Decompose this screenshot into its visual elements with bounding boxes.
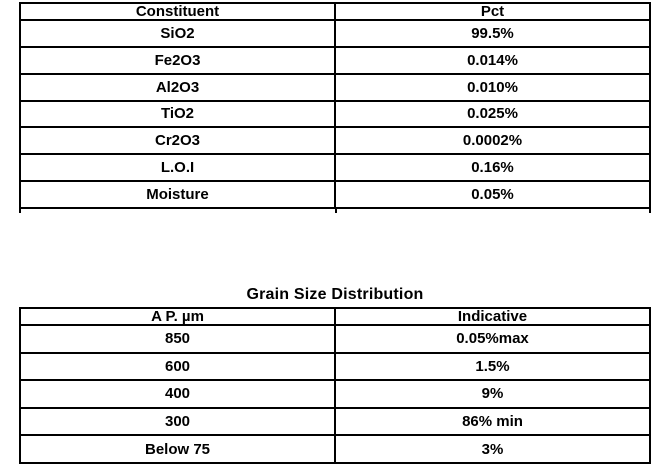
grain-size-table: A P. µm Indicative 850 0.05%max 600 1.5%…	[19, 307, 651, 464]
cropped-row-border-stub	[335, 208, 337, 213]
pct-cell: 0.010%	[334, 72, 651, 102]
pct-cell: 0.0002%	[334, 126, 651, 156]
constituent-cell: L.O.I	[19, 153, 336, 183]
pct-cell: 0.025%	[334, 99, 651, 129]
particle-size-cell: 600	[19, 351, 336, 382]
table-row: 600 1.5%	[19, 351, 651, 382]
constituent-cell: Cr2O3	[19, 126, 336, 156]
grain-header-indicative: Indicative	[334, 307, 651, 326]
grain-header-particle-size: A P. µm	[19, 307, 336, 326]
cropped-row-border-stub	[649, 208, 651, 213]
table-row: TiO2 0.025%	[19, 99, 651, 129]
table-row: 400 9%	[19, 379, 651, 409]
indicative-cell: 86% min	[334, 406, 651, 437]
constituent-cell: Moisture	[19, 180, 336, 209]
constituent-cell: Fe2O3	[19, 45, 336, 75]
composition-header-pct: Pct	[334, 2, 651, 21]
indicative-cell: 0.05%max	[334, 324, 651, 354]
grain-size-table-title: Grain Size Distribution	[246, 286, 424, 303]
pct-cell: 0.05%	[334, 180, 651, 209]
table-row: L.O.I 0.16%	[19, 153, 651, 183]
composition-header-constituent: Constituent	[19, 2, 336, 21]
particle-size-cell: 850	[19, 324, 336, 354]
constituent-cell: TiO2	[19, 99, 336, 129]
cropped-row-border-stub	[19, 208, 21, 213]
table-row: Below 75 3%	[19, 434, 651, 464]
indicative-cell: 9%	[334, 379, 651, 409]
constituent-cell: SiO2	[19, 19, 336, 48]
particle-size-cell: 300	[19, 406, 336, 437]
constituent-cell: Al2O3	[19, 72, 336, 102]
pct-cell: 99.5%	[334, 19, 651, 48]
indicative-cell: 3%	[334, 434, 651, 464]
table-row: 300 86% min	[19, 406, 651, 437]
table-row: Cr2O3 0.0002%	[19, 126, 651, 156]
pct-cell: 0.16%	[334, 153, 651, 183]
grain-header-row: A P. µm Indicative	[19, 307, 651, 326]
table-row: SiO2 99.5%	[19, 19, 651, 48]
particle-size-cell: 400	[19, 379, 336, 409]
pct-cell: 0.014%	[334, 45, 651, 75]
table-row: Fe2O3 0.014%	[19, 45, 651, 75]
table-row: Moisture 0.05%	[19, 180, 651, 209]
table-row: Al2O3 0.010%	[19, 72, 651, 102]
indicative-cell: 1.5%	[334, 351, 651, 382]
composition-table: Constituent Pct SiO2 99.5% Fe2O3 0.014% …	[19, 2, 651, 209]
particle-size-cell: Below 75	[19, 434, 336, 464]
table-row: 850 0.05%max	[19, 324, 651, 354]
composition-header-row: Constituent Pct	[19, 2, 651, 21]
